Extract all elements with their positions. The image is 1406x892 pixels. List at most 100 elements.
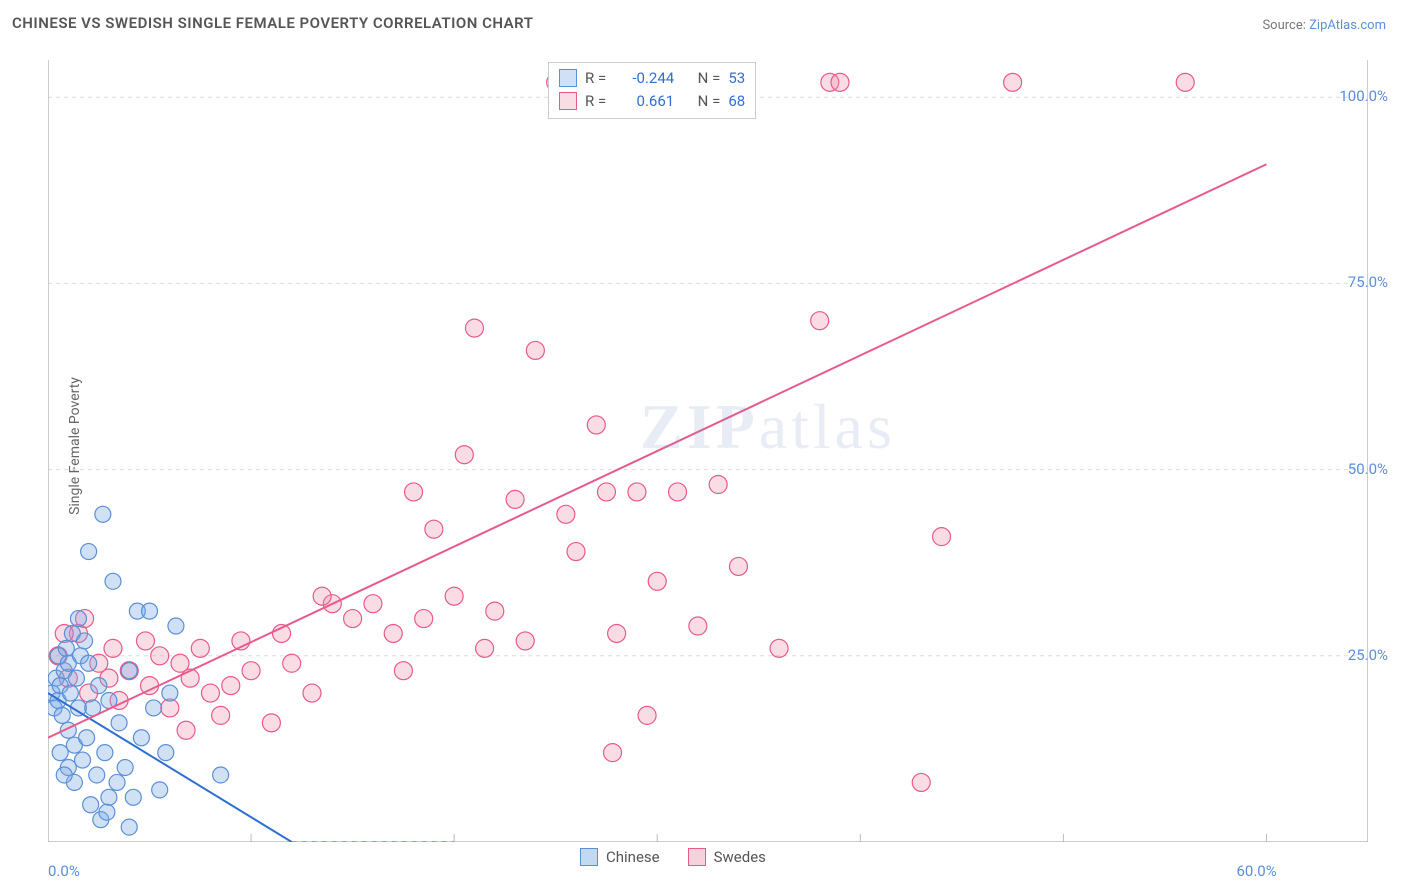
- data-point: [142, 603, 158, 619]
- data-point: [384, 624, 402, 642]
- data-point: [104, 639, 122, 657]
- data-point: [70, 611, 86, 627]
- data-point: [1176, 73, 1194, 91]
- data-point: [99, 804, 115, 820]
- data-point: [912, 773, 930, 791]
- data-point: [101, 789, 117, 805]
- data-point: [283, 654, 301, 672]
- y-tick-label: 25.0%: [1348, 646, 1388, 664]
- data-point: [125, 789, 141, 805]
- data-point: [105, 573, 121, 589]
- data-point: [597, 483, 615, 501]
- data-point: [146, 700, 162, 716]
- source-label: Source: ZipAtlas.com: [1262, 18, 1386, 33]
- data-point: [628, 483, 646, 501]
- x-tick-label: 60.0%: [1236, 862, 1276, 880]
- data-point: [75, 752, 91, 768]
- data-point: [168, 618, 184, 634]
- chart-title: CHINESE VS SWEDISH SINGLE FEMALE POVERTY…: [12, 14, 533, 32]
- x-tick-label: 0.0%: [48, 862, 80, 880]
- source-link[interactable]: ZipAtlas.com: [1309, 18, 1386, 33]
- y-tick-label: 75.0%: [1348, 273, 1388, 291]
- data-point: [455, 446, 473, 464]
- data-point: [557, 505, 575, 523]
- data-point: [152, 782, 168, 798]
- data-point: [364, 595, 382, 613]
- data-point: [121, 819, 137, 835]
- data-point: [151, 647, 169, 665]
- data-point: [117, 760, 133, 776]
- data-point: [121, 663, 137, 679]
- data-point: [62, 685, 78, 701]
- legend-swatch: [559, 92, 577, 110]
- data-point: [811, 312, 829, 330]
- legend-swatch: [559, 69, 577, 87]
- data-point: [465, 319, 483, 337]
- data-point: [638, 706, 656, 724]
- data-point: [222, 677, 240, 695]
- data-point: [97, 745, 113, 761]
- data-point: [1004, 73, 1022, 91]
- data-point: [81, 655, 97, 671]
- trend-line: [48, 164, 1266, 737]
- legend-stat-row: R =0.661 N = 68: [559, 90, 745, 113]
- legend-item: Chinese: [580, 848, 660, 866]
- data-point: [394, 662, 412, 680]
- data-point: [425, 520, 443, 538]
- data-point: [415, 610, 433, 628]
- data-point: [669, 483, 687, 501]
- data-point: [77, 633, 93, 649]
- data-point: [770, 639, 788, 657]
- legend-stats: R =-0.244 N = 53 R =0.661 N = 68: [548, 62, 756, 119]
- y-tick-label: 100.0%: [1339, 87, 1388, 105]
- data-point: [213, 767, 229, 783]
- data-point: [111, 715, 127, 731]
- y-tick-label: 50.0%: [1348, 460, 1388, 478]
- data-point: [648, 572, 666, 590]
- data-point: [95, 506, 111, 522]
- data-point: [526, 341, 544, 359]
- data-point: [58, 640, 74, 656]
- data-point: [89, 767, 105, 783]
- data-point: [831, 73, 849, 91]
- data-point: [506, 490, 524, 508]
- legend-series: Chinese Swedes: [580, 848, 766, 866]
- data-point: [109, 774, 125, 790]
- data-point: [158, 745, 174, 761]
- data-point: [68, 670, 84, 686]
- data-point: [54, 707, 70, 723]
- data-point: [262, 714, 280, 732]
- legend-stat-row: R =-0.244 N = 53: [559, 67, 745, 90]
- data-point: [608, 624, 626, 642]
- data-point: [486, 602, 504, 620]
- data-point: [445, 587, 463, 605]
- data-point: [587, 416, 605, 434]
- data-point: [242, 662, 260, 680]
- data-point: [136, 632, 154, 650]
- data-point: [729, 557, 747, 575]
- data-point: [405, 483, 423, 501]
- data-point: [162, 685, 178, 701]
- data-point: [177, 721, 195, 739]
- data-point: [604, 744, 622, 762]
- data-point: [303, 684, 321, 702]
- legend-item: Swedes: [688, 848, 766, 866]
- data-point: [201, 684, 219, 702]
- data-point: [689, 617, 707, 635]
- data-point: [91, 678, 107, 694]
- data-point: [191, 639, 209, 657]
- scatter-plot: [48, 60, 1368, 842]
- data-point: [212, 706, 230, 724]
- data-point: [133, 730, 149, 746]
- data-point: [313, 587, 331, 605]
- legend-swatch: [580, 848, 598, 866]
- data-point: [83, 797, 99, 813]
- data-point: [52, 745, 68, 761]
- data-point: [567, 543, 585, 561]
- data-point: [933, 528, 951, 546]
- data-point: [79, 730, 95, 746]
- data-point: [56, 767, 72, 783]
- legend-swatch: [688, 848, 706, 866]
- data-point: [709, 476, 727, 494]
- data-point: [344, 610, 362, 628]
